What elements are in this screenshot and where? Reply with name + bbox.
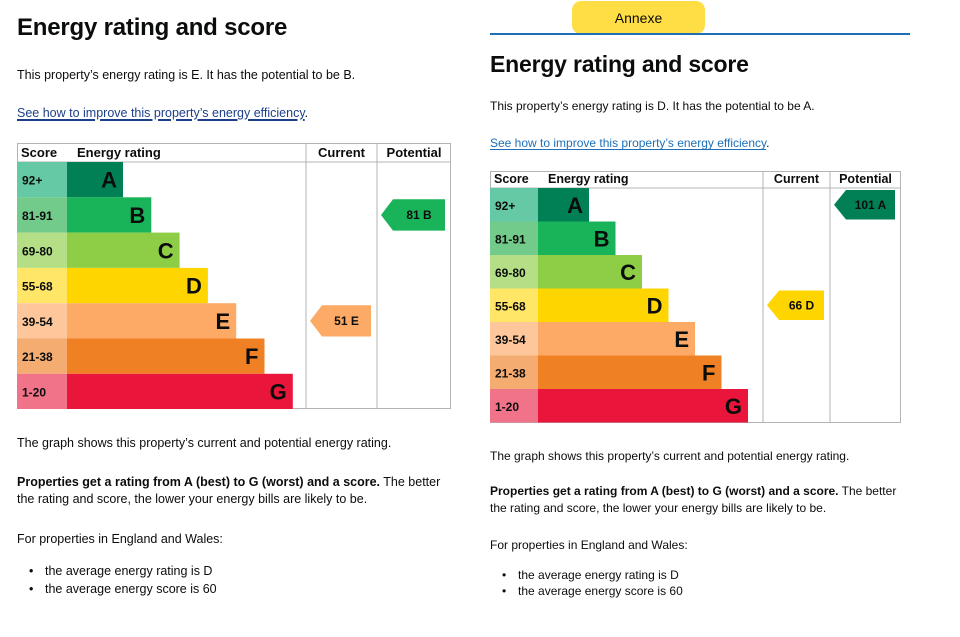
band-letter: D <box>647 293 663 318</box>
energy-rating-chart-svg: Score Energy rating Current Potential 92+ A 81… <box>490 171 901 423</box>
band-score-label: 81-91 <box>495 232 526 246</box>
band-bar <box>67 197 152 233</box>
band-letter: F <box>702 360 715 385</box>
band-score-label: 1-20 <box>495 400 519 414</box>
band-score-cell <box>490 288 538 322</box>
potential-rating-label: 81 B <box>406 208 432 222</box>
band-score-label: 39-54 <box>22 315 53 329</box>
band-score-cell <box>490 355 538 389</box>
header-score: Score <box>494 172 529 186</box>
band-score-cell <box>490 389 538 423</box>
band-score-label: 21-38 <box>495 366 526 380</box>
band-letter: B <box>594 226 610 251</box>
page-title: Energy rating and score <box>17 14 288 41</box>
current-rating-label: 51 E <box>334 314 359 328</box>
band-score-cell <box>17 373 67 409</box>
band-letter: C <box>158 238 174 263</box>
improve-efficiency-link[interactable]: See how to improve this property’s energ… <box>490 136 767 150</box>
list-item: the average energy score is 60 <box>490 583 683 599</box>
improve-efficiency-link[interactable]: See how to improve this property’s energ… <box>17 106 305 120</box>
annexe-divider <box>490 33 910 35</box>
list-item: the average energy rating is D <box>17 562 217 580</box>
band-bar <box>538 221 616 255</box>
england-wales-heading: For properties in England and Wales: <box>17 532 223 546</box>
band-score-label: 55-68 <box>22 280 53 294</box>
band-letter: E <box>216 309 231 334</box>
band-score-label: 69-80 <box>22 244 53 258</box>
band-score-label: 1-20 <box>22 385 46 399</box>
ratings-explanation: Properties get a rating from A (best) to… <box>17 475 441 506</box>
rating-intro: This property’s energy rating is E. It h… <box>17 68 356 82</box>
band-score-cell <box>490 322 538 356</box>
header-energy-rating: Energy rating <box>77 145 161 160</box>
band-score-label: 39-54 <box>495 333 526 347</box>
energy-rating-chart: Score Energy rating Current Potential 92+ A 81… <box>490 171 901 423</box>
band-letter: C <box>620 260 636 285</box>
band-letter: F <box>245 344 258 369</box>
header-potential: Potential <box>839 172 892 186</box>
annexe-title: Energy rating and score <box>490 51 749 77</box>
band-letter: A <box>101 168 117 193</box>
header-current: Current <box>774 172 820 186</box>
improve-efficiency-link-wrap: See how to improve this property’s energ… <box>17 106 309 120</box>
band-score-label: 21-38 <box>22 350 53 364</box>
band-score-cell <box>17 197 67 233</box>
energy-rating-chart: Score Energy rating Current Potential 92+ A 81… <box>17 143 451 409</box>
energy-rating-chart-svg: Score Energy rating Current Potential 92+ A 81… <box>17 143 451 409</box>
band-score-label: 81-91 <box>22 209 53 223</box>
band-score-label: 69-80 <box>495 266 526 280</box>
band-bar <box>538 255 642 289</box>
band-bar <box>67 303 237 339</box>
band-score-cell <box>490 188 538 222</box>
band-score-cell <box>17 232 67 268</box>
improve-efficiency-link-wrap: See how to improve this property’s energ… <box>490 136 770 150</box>
band-bar <box>538 288 669 322</box>
current-rating-label: 66 D <box>789 298 815 312</box>
band-letter: A <box>567 193 583 218</box>
ratings-explanation: Properties get a rating from A (best) to… <box>490 484 897 515</box>
band-letter: G <box>270 379 287 404</box>
list-item: the average energy rating is D <box>490 567 683 583</box>
band-bar <box>538 188 589 222</box>
potential-arrow <box>381 199 445 231</box>
band-score-label: 92+ <box>22 174 42 188</box>
annexe-tag: Annexe <box>572 1 705 34</box>
potential-arrow <box>834 190 895 220</box>
band-bar <box>538 322 695 356</box>
band-bar <box>67 267 208 304</box>
averages-list: the average energy rating is D the avera… <box>17 562 217 598</box>
band-bar <box>67 232 180 268</box>
band-score-cell <box>490 255 538 289</box>
band-bar <box>67 338 265 374</box>
band-letter: E <box>674 327 689 352</box>
band-bar <box>538 389 748 423</box>
potential-rating-label: 101 A <box>855 198 887 212</box>
graph-note: The graph shows this property’s current … <box>17 436 392 450</box>
band-letter: D <box>186 274 202 299</box>
band-letter: G <box>725 394 742 419</box>
band-bar <box>538 355 722 389</box>
england-wales-heading: For properties in England and Wales: <box>490 538 688 552</box>
header-potential: Potential <box>387 145 442 160</box>
band-score-cell <box>490 221 538 255</box>
band-score-cell <box>17 338 67 374</box>
current-arrow <box>310 305 371 337</box>
header-score: Score <box>21 145 57 160</box>
header-energy-rating: Energy rating <box>548 172 629 186</box>
band-score-label: 92+ <box>495 199 515 213</box>
current-arrow <box>767 290 824 320</box>
band-score-cell <box>17 267 67 304</box>
header-current: Current <box>318 145 366 160</box>
rating-intro: This property’s energy rating is D. It h… <box>490 99 815 113</box>
band-bar <box>67 373 293 409</box>
band-score-label: 55-68 <box>495 299 526 313</box>
averages-list: the average energy rating is D the avera… <box>490 567 683 599</box>
graph-note: The graph shows this property’s current … <box>490 449 850 463</box>
band-score-cell <box>17 303 67 339</box>
band-letter: B <box>129 203 145 228</box>
list-item: the average energy score is 60 <box>17 580 217 598</box>
band-score-cell <box>17 162 67 198</box>
band-bar <box>67 162 123 198</box>
